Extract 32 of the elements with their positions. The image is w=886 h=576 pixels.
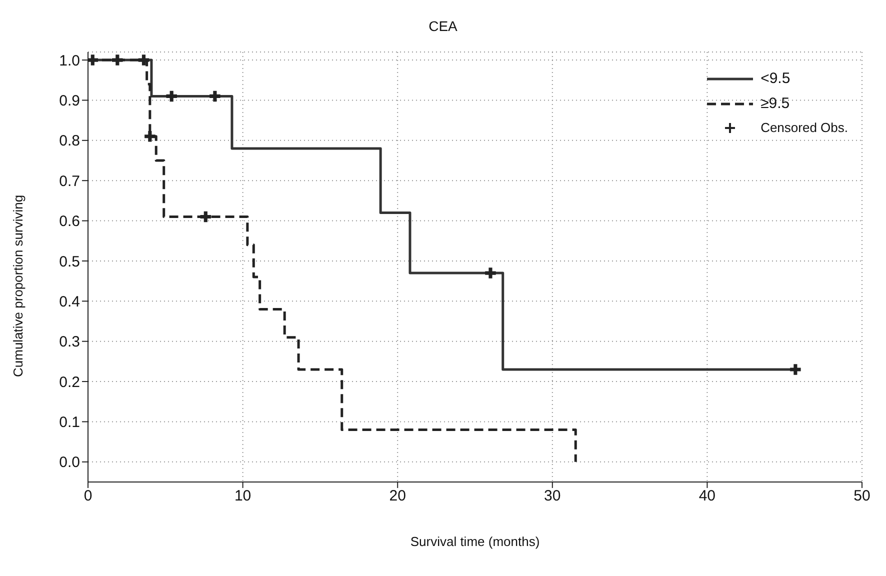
y-axis-title: Cumulative proportion surviving <box>10 194 26 377</box>
y-tick-label: 0.0 <box>59 454 80 472</box>
point <box>138 54 150 66</box>
legend-label: <9.5 <box>760 70 790 87</box>
y-tick-label: 0.9 <box>59 92 80 110</box>
legend-label: Censored Obs. <box>760 120 848 135</box>
point <box>485 268 496 278</box>
y-tick-label: 0.7 <box>59 172 80 190</box>
x-tick-label: 20 <box>389 488 406 505</box>
y-tick-label: 0.3 <box>59 334 80 351</box>
legend-label: ≥9.5 <box>760 95 790 112</box>
y-tick-label: 0.6 <box>59 213 80 230</box>
x-tick-label: 0 <box>84 488 92 505</box>
x-tick-label: 10 <box>234 488 252 505</box>
point <box>790 364 801 375</box>
y-tick-label: 0.5 <box>59 253 80 270</box>
x-tick-label: 40 <box>698 488 716 505</box>
y-tick-label: 0.2 <box>59 374 80 391</box>
y-tick-label: 1.0 <box>59 52 80 70</box>
point <box>210 90 220 102</box>
y-tick-label: 0.1 <box>59 414 80 432</box>
point <box>166 90 177 102</box>
x-tick-label: 50 <box>854 488 870 505</box>
point <box>200 211 212 222</box>
point <box>144 131 156 142</box>
y-tick-label: 0.4 <box>59 293 80 310</box>
chart-title: CEA <box>428 18 458 34</box>
point <box>88 54 98 66</box>
y-tick-label: 0.8 <box>59 132 80 150</box>
x-tick-label: 30 <box>544 488 561 505</box>
point <box>112 54 123 66</box>
x-axis-title: Survival time (months) <box>410 534 540 549</box>
